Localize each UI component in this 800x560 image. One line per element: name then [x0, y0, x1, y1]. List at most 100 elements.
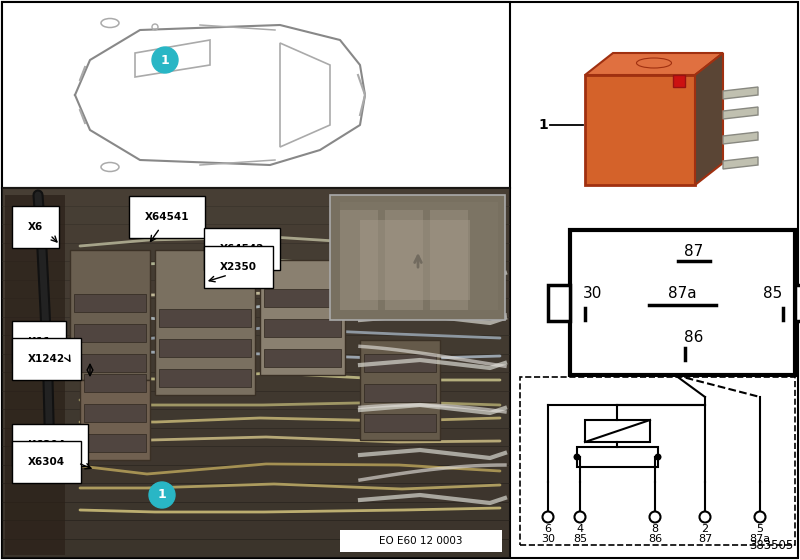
Text: EO E60 12 0003: EO E60 12 0003	[379, 536, 462, 546]
Polygon shape	[723, 132, 758, 144]
Circle shape	[650, 511, 661, 522]
Bar	[264, 319, 341, 337]
Circle shape	[574, 454, 581, 460]
Bar	[80, 380, 150, 460]
Bar	[84, 434, 146, 452]
Bar	[5, 195, 65, 555]
Bar	[340, 530, 502, 552]
Bar	[330, 195, 505, 320]
Bar	[2, 464, 510, 484]
Bar	[364, 414, 436, 432]
Text: 85: 85	[573, 534, 587, 544]
Bar	[577, 447, 658, 467]
Bar	[364, 354, 436, 372]
Bar	[2, 2, 510, 188]
Polygon shape	[585, 53, 723, 75]
Text: 1: 1	[538, 118, 548, 132]
Bar	[2, 261, 510, 281]
Circle shape	[149, 482, 175, 508]
Bar	[159, 339, 251, 357]
Text: 30: 30	[541, 534, 555, 544]
Bar	[2, 316, 510, 336]
Bar	[74, 324, 146, 342]
Bar	[548, 285, 570, 321]
Bar	[2, 279, 510, 299]
Bar	[84, 374, 146, 392]
Bar	[264, 349, 341, 367]
Bar	[159, 369, 251, 387]
Bar	[155, 250, 255, 395]
Circle shape	[754, 511, 766, 522]
Text: 2: 2	[702, 524, 709, 534]
Text: 30: 30	[582, 286, 602, 301]
Text: 86: 86	[648, 534, 662, 544]
Bar	[360, 340, 440, 440]
Bar	[2, 242, 510, 262]
Circle shape	[574, 511, 586, 522]
Bar	[340, 202, 498, 310]
Bar	[2, 427, 510, 447]
Bar	[70, 250, 150, 380]
Bar	[159, 309, 251, 327]
Text: 383505: 383505	[749, 539, 793, 552]
Bar	[570, 230, 795, 375]
Text: K6304a: K6304a	[28, 440, 72, 450]
Text: X64542: X64542	[220, 244, 265, 254]
Text: 87: 87	[684, 245, 703, 259]
Text: 85: 85	[763, 286, 782, 301]
Circle shape	[699, 511, 710, 522]
Text: 87a: 87a	[750, 534, 770, 544]
Polygon shape	[695, 53, 723, 185]
Circle shape	[542, 511, 554, 522]
Bar	[2, 335, 510, 354]
Bar	[364, 384, 436, 402]
Text: 8: 8	[651, 524, 658, 534]
Text: 6: 6	[545, 524, 551, 534]
Text: 87a: 87a	[668, 286, 697, 301]
Bar	[2, 353, 510, 373]
Bar	[84, 404, 146, 422]
Text: X2350: X2350	[220, 262, 257, 272]
Bar	[2, 502, 510, 521]
Bar	[2, 187, 510, 207]
Bar	[795, 285, 800, 321]
Bar	[74, 354, 146, 372]
Bar	[360, 220, 470, 300]
Text: 1: 1	[158, 488, 166, 502]
Circle shape	[152, 47, 178, 73]
Text: 87: 87	[698, 534, 712, 544]
Text: 1: 1	[161, 54, 170, 67]
Polygon shape	[723, 87, 758, 99]
Bar	[2, 206, 510, 225]
Text: X1242: X1242	[28, 354, 65, 364]
Bar	[2, 188, 510, 558]
Circle shape	[654, 454, 662, 460]
Text: X6: X6	[28, 222, 43, 232]
Bar	[2, 520, 510, 539]
Bar	[673, 75, 685, 87]
Bar	[260, 260, 345, 375]
Bar	[585, 75, 695, 185]
Polygon shape	[723, 107, 758, 119]
Bar	[2, 298, 510, 318]
Text: X64541: X64541	[145, 212, 190, 222]
Bar	[385, 210, 423, 310]
Text: K11: K11	[28, 337, 50, 347]
Bar	[2, 483, 510, 502]
Bar	[2, 372, 510, 391]
Bar	[2, 446, 510, 465]
Bar	[2, 409, 510, 428]
Bar	[585, 420, 650, 442]
Bar	[74, 294, 146, 312]
Bar	[2, 539, 510, 558]
Polygon shape	[723, 157, 758, 169]
Bar	[2, 390, 510, 410]
Text: 86: 86	[684, 329, 703, 344]
Bar	[520, 377, 795, 545]
Bar	[340, 210, 378, 310]
Text: 4: 4	[577, 524, 583, 534]
Text: 5: 5	[757, 524, 763, 534]
Text: X6304: X6304	[28, 457, 65, 467]
Bar	[264, 289, 341, 307]
Bar	[430, 210, 468, 310]
